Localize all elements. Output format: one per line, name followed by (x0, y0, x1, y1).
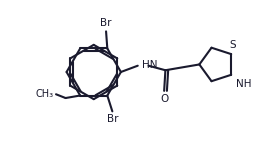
Text: O: O (161, 94, 169, 104)
Text: NH: NH (236, 79, 251, 89)
Text: S: S (229, 40, 235, 50)
Text: Br: Br (100, 18, 112, 28)
Text: CH₃: CH₃ (36, 89, 54, 99)
Text: Br: Br (107, 114, 119, 124)
Text: HN: HN (142, 60, 158, 70)
